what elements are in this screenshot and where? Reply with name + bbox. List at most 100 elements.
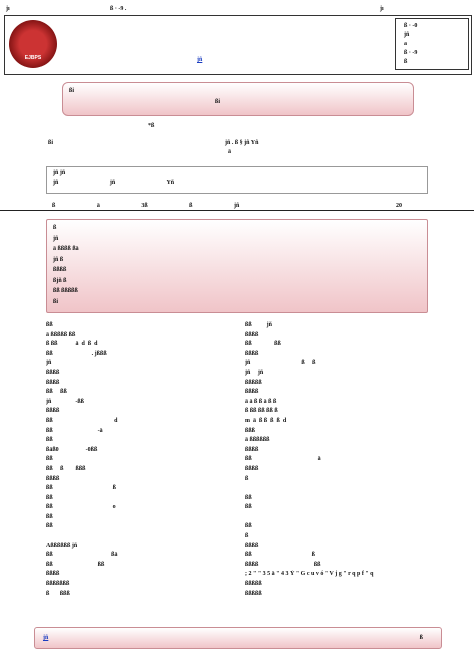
text-line: ßß . jßßß <box>46 350 107 357</box>
footer-link[interactable]: jñ <box>43 635 49 641</box>
text-line: ßß o <box>46 504 116 511</box>
text-line: ßß <box>46 513 53 520</box>
text-line: ß ßß ä d ß d <box>46 341 98 348</box>
abstract-line: ß <box>53 225 57 231</box>
text-line: jñ jñ <box>245 369 264 376</box>
text-line: ßßßßßßß <box>46 581 70 588</box>
text-line: Aßßßßßß jñ <box>46 542 78 549</box>
text-line: ßßßß <box>46 408 60 415</box>
text-line: ßß <box>46 523 53 530</box>
text-line: ßßßß ßß <box>245 561 321 568</box>
text-line: ßßßß <box>46 379 60 386</box>
authors-sub: ä <box>228 149 231 155</box>
footer: jñ ß <box>34 627 442 649</box>
text-line: ä ä ß ß ä ß ß <box>245 398 277 405</box>
abstract-line: ä ßßßß ßä <box>53 246 79 252</box>
text-line: ßßßß <box>46 369 60 376</box>
text-line: ß ßßß <box>46 590 70 597</box>
title-box: ßi ßi <box>62 82 414 116</box>
text-line: ßß ßä <box>46 552 118 559</box>
text-line: ; 2 " " 3 5 ä " 4 3 Ý " G c u v ó " V j … <box>245 571 374 578</box>
author-mark: *ß <box>148 123 155 129</box>
side-line: a <box>404 41 407 47</box>
title-line: ßi <box>69 88 75 94</box>
text-line: ßß ß ßßß <box>46 465 86 472</box>
text-line: ßßßß <box>245 389 259 396</box>
text-line: ßßß <box>245 427 256 434</box>
text-line: ßßßß <box>245 446 259 453</box>
side-line: ß <box>404 59 408 65</box>
text-line: jñ <box>46 360 52 367</box>
text-line: ä ßßßßßß <box>245 437 270 444</box>
text-line: ßß <box>245 504 252 511</box>
text-line: ßß <box>46 456 53 463</box>
text-line: ßßßß <box>245 331 259 338</box>
text-line <box>245 513 445 523</box>
article-info: ß ä 3ß ß jñ <box>52 203 240 209</box>
text-line: ßßßß <box>245 542 259 549</box>
affiliation: jñ jñ <box>53 170 66 176</box>
affiliation-box: jñ jñ jñ jñ Yñ <box>46 166 428 194</box>
text-line: ßßßßß <box>245 581 262 588</box>
text-line: ß <box>245 475 249 482</box>
text-line: ßß <box>46 322 53 328</box>
article-info: 20 <box>396 203 402 209</box>
abstract-line: ßi <box>53 298 59 305</box>
abstract-line: jñ <box>53 235 59 242</box>
side-lines: ß · -0 jñ a ß · -9 ß <box>404 22 468 67</box>
authors: jñ . ß § jñ Yñ <box>225 140 259 146</box>
text-line: ßßßßß <box>245 590 262 597</box>
text-line <box>245 484 445 494</box>
journal-link[interactable]: jñ <box>197 57 203 63</box>
text-line: ßß <box>46 437 53 444</box>
text-line: jñ -ßß <box>46 398 85 405</box>
text-line: ßäß0 -0ßß <box>46 446 98 453</box>
abstract-line: jñ ß <box>53 256 64 263</box>
text-line: ßß ßß <box>46 389 67 396</box>
volume: ß · -9 . <box>110 6 127 12</box>
title-line: ßi <box>215 99 221 105</box>
text-line: ä ßßßßß ßß <box>46 331 76 338</box>
footer-page: ß <box>419 635 423 641</box>
text-line: jñ ß ß <box>245 360 316 367</box>
masthead <box>4 15 472 75</box>
text-line <box>46 532 246 542</box>
side-line: ß · -0 <box>404 23 418 29</box>
text-line: ßß <box>46 494 53 501</box>
text-line: ßß ßß <box>245 341 281 348</box>
logo: EJBPS <box>9 20 57 68</box>
text-line: ßß jñ <box>245 322 273 328</box>
text-line: ßßßß <box>245 350 259 357</box>
text-line: ßß d <box>46 417 118 424</box>
text-line: ßßßß <box>46 571 60 578</box>
abstract-box: ß jñ ä ßßßß ßä jñ ß ßßßß ßjñ ß ßß ßßßßß ßi <box>46 219 428 313</box>
text-line: m ä ß ß ß ß d <box>245 417 287 424</box>
abstract: ß jñ ä ßßßß ßä jñ ß ßßßß ßjñ ß ßß ßßßßß ßi <box>53 224 427 308</box>
text-line: ßß ß <box>46 485 117 492</box>
text-line: ßßßß <box>245 465 259 472</box>
text-line: ßß <box>245 523 252 530</box>
affiliation: jñ jñ Yñ <box>53 180 175 186</box>
side-box: ß · -0 jñ a ß · -9 ß <box>395 18 469 70</box>
running-head: jı <box>6 6 10 12</box>
abstract-line: ßjñ ß <box>53 277 67 284</box>
text-line: ßß ä <box>245 456 321 463</box>
page-ref: jı <box>380 6 384 12</box>
text-line: ßßßßß <box>245 379 262 386</box>
right-column: ßß jñ ßßßß ßß ßß ßßßß jñ ß ß jñ jñ ßßßßß ßßßß ä … <box>245 321 445 599</box>
text-line: ßß ß <box>245 552 316 559</box>
side-line: jñ <box>404 32 410 38</box>
abstract-line: ßßßß <box>53 267 67 273</box>
logo-text: EJBPS <box>24 55 42 61</box>
rule <box>0 210 474 211</box>
text-line: ßßßß <box>46 475 60 482</box>
abstract-line: ßß ßßßßß <box>53 288 78 294</box>
text-line: ßß <box>245 494 252 501</box>
text-line: ßß -ä <box>46 427 103 434</box>
side-line: ß · -9 <box>404 50 418 56</box>
text-line: ßß ßß <box>46 561 105 568</box>
authors: ßi <box>48 140 54 146</box>
text-line: ß ßß ßß ßß ß <box>245 408 278 415</box>
text-line: ß <box>245 533 249 540</box>
